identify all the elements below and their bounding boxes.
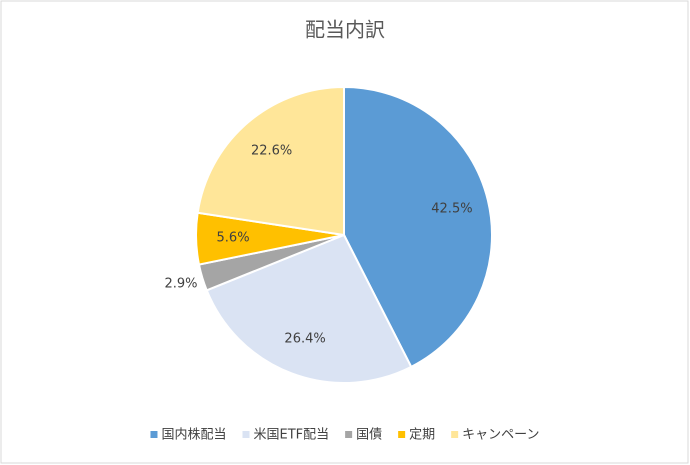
legend-label: キャンペーン [462, 428, 539, 443]
legend-marker [345, 431, 353, 438]
pie-slice [343, 85, 493, 369]
data-label: 26.4% [284, 331, 325, 346]
pie-slice [196, 85, 345, 237]
pie-slice [205, 233, 413, 384]
legend-label: 国内株配当 [161, 427, 226, 443]
data-label: 5.6% [217, 230, 250, 245]
legend-label: 米国ETF配当 [253, 428, 329, 443]
chart-title: 配当内訳 [305, 18, 385, 42]
legend-label: 国債 [356, 428, 382, 443]
data-label: 22.6% [251, 143, 292, 158]
legend-label: 定期 [409, 428, 435, 443]
data-label: 2.9% [164, 277, 197, 292]
legend-marker [451, 431, 459, 438]
legend-marker [150, 431, 158, 438]
legend-marker [398, 431, 406, 438]
legend-marker [242, 431, 250, 438]
data-label: 42.5% [431, 202, 472, 217]
